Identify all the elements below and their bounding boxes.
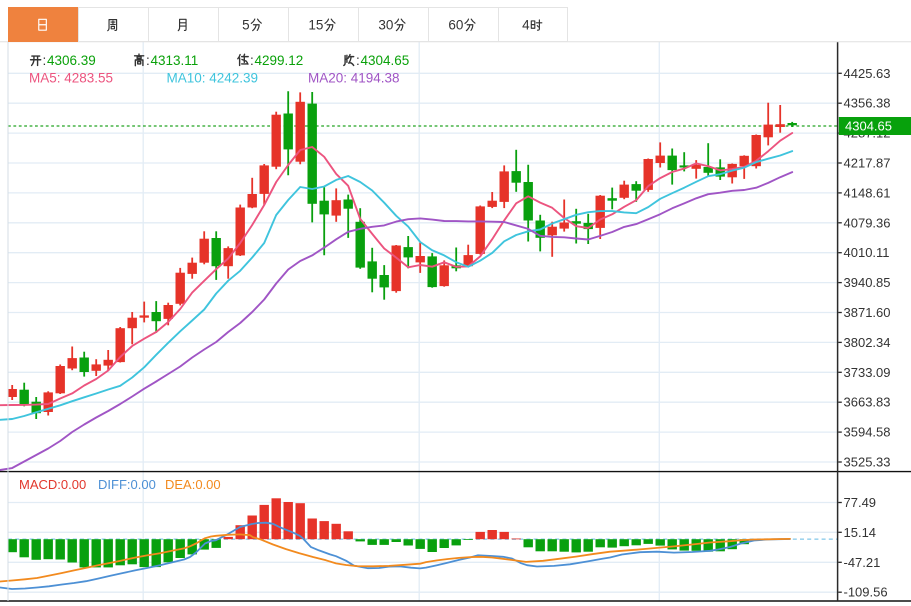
svg-text:15.14: 15.14 [844, 525, 877, 540]
svg-text:4148.61: 4148.61 [844, 185, 891, 200]
svg-text:4217.87: 4217.87 [844, 156, 891, 171]
svg-text:77.49: 77.49 [844, 495, 877, 510]
svg-text:4313.11: 4313.11 [151, 53, 199, 68]
svg-text:3594.58: 3594.58 [844, 425, 891, 440]
svg-text:-109.56: -109.56 [844, 585, 888, 600]
svg-text:4356.38: 4356.38 [844, 96, 891, 111]
svg-text:-47.21: -47.21 [844, 555, 881, 570]
svg-text::: : [146, 53, 150, 68]
svg-text:3525.33: 3525.33 [844, 455, 891, 470]
svg-text:DEA:0.00: DEA:0.00 [165, 477, 221, 492]
svg-text:3802.34: 3802.34 [844, 335, 891, 350]
svg-text::: : [43, 53, 47, 68]
svg-text:30: 30 [378, 18, 393, 33]
svg-text:4304.65: 4304.65 [361, 53, 410, 68]
svg-text:MA20: 4194.38: MA20: 4194.38 [308, 70, 400, 85]
svg-text:5: 5 [242, 18, 250, 33]
svg-text:15: 15 [308, 18, 323, 33]
svg-text:3940.85: 3940.85 [844, 275, 891, 290]
svg-text:4306.39: 4306.39 [47, 53, 96, 68]
svg-text:60: 60 [448, 18, 463, 33]
svg-text:MACD:0.00: MACD:0.00 [19, 477, 86, 492]
svg-text::: : [356, 53, 360, 68]
svg-text:MA5: 4283.55: MA5: 4283.55 [29, 70, 113, 85]
svg-text:3871.60: 3871.60 [844, 305, 891, 320]
svg-text:4010.11: 4010.11 [844, 245, 890, 260]
svg-text:4: 4 [522, 18, 530, 33]
svg-text:3733.09: 3733.09 [844, 365, 891, 380]
svg-text:4304.65: 4304.65 [845, 119, 892, 134]
svg-text:DIFF:0.00: DIFF:0.00 [98, 477, 156, 492]
svg-text:MA10: 4242.39: MA10: 4242.39 [167, 70, 259, 85]
svg-text::: : [250, 53, 254, 68]
svg-text:4079.36: 4079.36 [844, 215, 891, 230]
svg-text:3663.83: 3663.83 [844, 395, 891, 410]
svg-text:4299.12: 4299.12 [255, 53, 304, 68]
svg-text:4425.63: 4425.63 [844, 66, 891, 81]
